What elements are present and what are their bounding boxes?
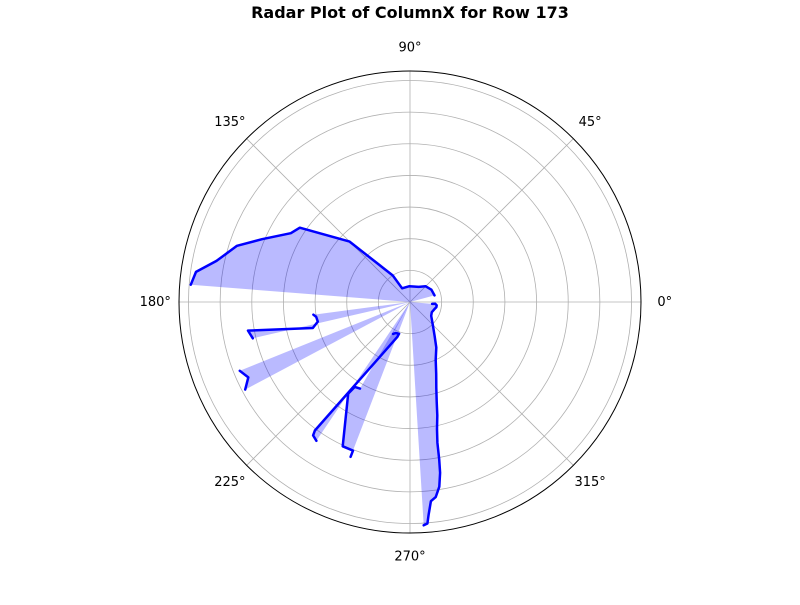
series-line-segment-1 bbox=[422, 302, 442, 527]
angular-gridline-225 bbox=[246, 301, 411, 466]
angular-gridline-315 bbox=[409, 301, 574, 466]
series-line-segment-5 bbox=[246, 313, 320, 340]
series-line-layer bbox=[189, 226, 442, 527]
theta-tick-labels: 0° 45° 90° 135° 180° 225° 270° 315° bbox=[140, 40, 673, 564]
chart-title: Radar Plot of ColumnX for Row 173 bbox=[251, 3, 569, 22]
theta-tick-label-270: 270° bbox=[394, 550, 425, 565]
theta-tick-label-45: 45° bbox=[579, 115, 602, 130]
angular-gridline-45 bbox=[409, 138, 574, 303]
theta-tick-label-135: 135° bbox=[214, 115, 245, 130]
theta-tick-label-180: 180° bbox=[140, 295, 171, 310]
series-line-segment-6 bbox=[189, 226, 436, 297]
polar-grid bbox=[178, 70, 642, 534]
series-line-segment-2 bbox=[311, 331, 401, 443]
series-fill-segment-5 bbox=[248, 302, 410, 339]
polar-frame bbox=[178, 70, 642, 534]
theta-tick-label-90: 90° bbox=[398, 40, 421, 55]
theta-tick-label-315: 315° bbox=[574, 475, 605, 490]
series-fill-segment-6 bbox=[190, 227, 435, 302]
theta-tick-label-0: 0° bbox=[657, 295, 672, 310]
series-fill-segment-1 bbox=[410, 302, 441, 526]
series-fill-segment-4 bbox=[239, 302, 410, 390]
series-line-segment-4 bbox=[238, 369, 250, 391]
angular-gridline-135 bbox=[246, 138, 411, 303]
series-line-segment-3 bbox=[341, 385, 362, 459]
theta-tick-label-225: 225° bbox=[214, 475, 245, 490]
